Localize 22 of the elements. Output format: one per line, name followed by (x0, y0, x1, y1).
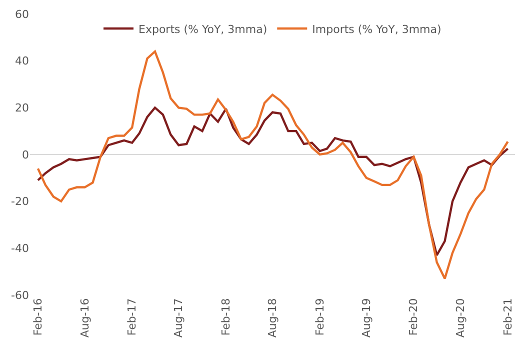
y-tick-label: -20 (11, 195, 29, 208)
y-tick-label: 0 (22, 148, 29, 162)
y-tick-label: 20 (15, 102, 29, 115)
x-tick-label: Aug-20 (454, 298, 468, 338)
line-series (36, 106, 509, 256)
y-tick-label: 60 (15, 8, 29, 21)
x-tick-label: Feb-21 (501, 298, 514, 336)
x-tick-label: Feb-19 (313, 298, 326, 336)
x-tick-label: Aug-19 (360, 298, 373, 338)
x-tick-label: Aug-17 (172, 298, 186, 338)
x-tick-label: Aug-16 (78, 298, 92, 338)
y-tick-label: -40 (11, 242, 29, 256)
line-series (36, 50, 509, 280)
x-tick-label: Feb-17 (126, 298, 139, 336)
x-tick-label: Feb-18 (220, 298, 233, 336)
x-tick-label: Feb-16 (32, 298, 45, 336)
legend-label: Exports (% YoY, 3mma) (138, 22, 268, 36)
x-tick-label: Aug-18 (266, 298, 280, 338)
x-tick-label: Feb-20 (407, 298, 420, 336)
legend-label: Imports (% YoY, 3mma) (312, 22, 442, 36)
y-tick-label: 40 (15, 54, 29, 68)
y-tick-label: -60 (11, 288, 29, 302)
